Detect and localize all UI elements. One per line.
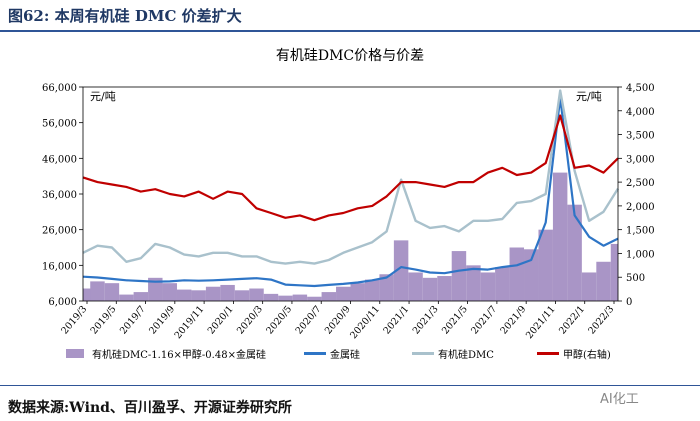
right-tick-label: 3,000 bbox=[626, 154, 655, 165]
spread-bar bbox=[567, 204, 582, 301]
spread-bar bbox=[119, 294, 134, 301]
x-tick-label: 2021/9 bbox=[499, 304, 529, 337]
figure-title: 图62: 本周有机硅 DMC 价差扩大 bbox=[8, 7, 242, 25]
spread-bar bbox=[509, 247, 525, 301]
chart: 有机硅DMC价格与价差 元/吨 元/吨 66,000 56,000 46,000 36… bbox=[42, 48, 655, 361]
right-tick-label: 500 bbox=[626, 273, 645, 284]
spread-bar bbox=[552, 172, 568, 301]
spread-bar bbox=[379, 274, 394, 301]
spread-bar bbox=[596, 261, 611, 301]
spread-bar bbox=[538, 229, 553, 301]
right-tick-label: 2,000 bbox=[626, 202, 655, 213]
left-tick-label: 16,000 bbox=[42, 261, 77, 272]
right-tick-label: 2,500 bbox=[626, 178, 655, 189]
left-tick-label: 66,000 bbox=[42, 83, 77, 94]
spread-bar bbox=[321, 292, 337, 301]
x-tick-label: 2020/3 bbox=[235, 304, 265, 337]
spread-bar bbox=[610, 243, 618, 301]
left-axis-unit: 元/吨 bbox=[90, 90, 116, 103]
series-line-3 bbox=[82, 114, 619, 222]
spread-bar bbox=[263, 293, 279, 301]
spread-bar bbox=[495, 267, 510, 301]
x-tick-label: 2021/11 bbox=[524, 304, 558, 341]
spread-bar bbox=[581, 272, 597, 301]
spread-bar bbox=[220, 284, 235, 301]
right-tick-label: 3,500 bbox=[626, 131, 655, 142]
spread-bar bbox=[350, 283, 365, 301]
spread-bar bbox=[191, 290, 206, 301]
x-tick-label: 2019/9 bbox=[147, 304, 177, 337]
right-tick-label: 1,000 bbox=[626, 249, 655, 260]
x-tick-label: 2020/1 bbox=[206, 304, 236, 337]
x-tick-label: 2021/5 bbox=[440, 304, 470, 337]
legend-label: 甲醇(右轴) bbox=[563, 348, 611, 361]
right-axis-unit: 元/吨 bbox=[576, 90, 602, 103]
x-tick-label: 2022/1 bbox=[557, 304, 587, 337]
spread-bar bbox=[90, 281, 105, 301]
left-ticks: 66,000 56,000 46,000 36,000 26,000 16,000 6,00… bbox=[42, 83, 83, 308]
spread-bar bbox=[104, 283, 120, 301]
spread-bar bbox=[278, 295, 293, 301]
line-layer bbox=[82, 89, 620, 288]
legend-label: 金属硅 bbox=[330, 348, 360, 361]
x-tick-label: 2020/7 bbox=[294, 304, 324, 337]
left-tick-label: 56,000 bbox=[42, 119, 77, 130]
spread-bar bbox=[364, 279, 380, 301]
spread-bar bbox=[249, 288, 264, 301]
x-tick-label: 2019/7 bbox=[118, 304, 148, 337]
series-line-2 bbox=[82, 89, 620, 265]
x-tick-label: 2021/7 bbox=[469, 304, 499, 337]
spread-bar bbox=[307, 296, 322, 301]
x-tick-label: 2020/11 bbox=[348, 304, 382, 341]
x-tick-label: 2021/3 bbox=[411, 304, 441, 337]
right-tick-label: 1,500 bbox=[626, 226, 655, 237]
spread-bar bbox=[292, 294, 308, 301]
right-tick-label: 0 bbox=[626, 297, 632, 308]
x-tick-label: 2019/5 bbox=[89, 304, 119, 337]
spread-bar bbox=[422, 277, 438, 301]
legend-swatch bbox=[66, 349, 84, 358]
spread-bar bbox=[437, 276, 452, 301]
left-tick-label: 6,000 bbox=[48, 297, 77, 308]
spread-bar bbox=[148, 277, 163, 301]
source-divider bbox=[0, 385, 700, 386]
legend: 有机硅DMC-1.16×甲醇-0.48×金属硅 金属硅 有机硅DMC 甲醇(右轴) bbox=[66, 348, 611, 361]
spread-bar bbox=[393, 240, 409, 301]
spread-area-layer bbox=[83, 172, 618, 301]
legend-label: 有机硅DMC bbox=[438, 348, 494, 361]
x-tick-label: 2019/3 bbox=[59, 304, 89, 337]
right-tick-label: 4,000 bbox=[626, 107, 655, 118]
spread-bar bbox=[162, 283, 177, 301]
x-tick-label: 2019/11 bbox=[173, 304, 207, 341]
spread-bar bbox=[336, 286, 351, 301]
left-tick-label: 26,000 bbox=[42, 226, 77, 237]
spread-bar bbox=[234, 290, 250, 301]
spread-bar bbox=[205, 286, 221, 301]
x-tick-label: 2020/9 bbox=[323, 304, 353, 337]
x-tick-label: 2022/3 bbox=[586, 304, 616, 337]
source-note: 数据来源:Wind、百川盈孚、开源证券研究所 bbox=[8, 400, 292, 416]
series-line-1 bbox=[82, 96, 619, 288]
left-tick-label: 46,000 bbox=[42, 154, 77, 165]
left-tick-label: 36,000 bbox=[42, 190, 77, 201]
title-divider bbox=[0, 30, 700, 32]
spread-bar bbox=[466, 265, 481, 301]
legend-label: 有机硅DMC-1.16×甲醇-0.48×金属硅 bbox=[92, 348, 266, 361]
watermark: AI化工 bbox=[600, 392, 639, 407]
spread-bar bbox=[176, 289, 192, 301]
spread-bar bbox=[408, 272, 423, 301]
right-ticks: 4,500 4,000 3,500 3,000 2,500 2,000 1,500 1,000… bbox=[618, 83, 655, 308]
spread-bar bbox=[451, 251, 467, 301]
x-tick-label: 2020/5 bbox=[264, 304, 294, 337]
spread-bar bbox=[133, 292, 149, 301]
right-tick-label: 4,500 bbox=[626, 83, 655, 94]
spread-bar bbox=[480, 272, 496, 301]
x-tick-label: 2021/1 bbox=[381, 304, 411, 337]
chart-title: 有机硅DMC价格与价差 bbox=[276, 48, 424, 64]
